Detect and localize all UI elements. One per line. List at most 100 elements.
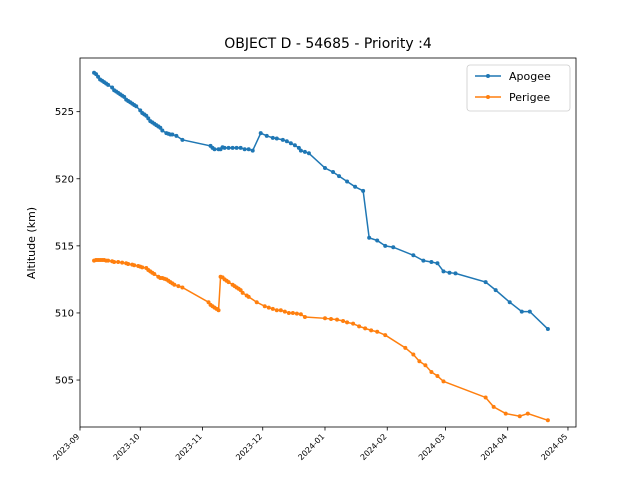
perigee-point [226, 280, 231, 285]
perigee-point [329, 316, 334, 321]
perigee-point [106, 258, 111, 263]
plot-frame [79, 57, 577, 428]
perigee-point [525, 411, 530, 416]
apogee-point [421, 258, 426, 263]
apogee-point [483, 280, 488, 285]
perigee-point [417, 359, 422, 364]
apogee-point [222, 145, 227, 150]
perigee-point [266, 305, 271, 310]
apogee-point [234, 145, 239, 150]
apogee-point [322, 166, 327, 171]
apogee-point [226, 145, 231, 150]
apogee-point [106, 82, 111, 87]
apogee-point [383, 243, 388, 248]
perigee-point [254, 300, 259, 305]
apogee-point [545, 327, 550, 332]
apogee-point [375, 238, 380, 243]
perigee-point [282, 309, 287, 314]
apogee-point [250, 148, 255, 153]
perigee-point [383, 333, 388, 338]
perigee-point [298, 312, 303, 317]
apogee-point [306, 151, 311, 156]
plot-series-group [92, 70, 550, 423]
apogee-point [453, 271, 458, 276]
apogee-point [527, 309, 532, 314]
y-tick-label: 525 [55, 107, 74, 118]
apogee-point [367, 235, 372, 240]
apogee-point [274, 136, 279, 141]
perigee-point [351, 321, 356, 326]
legend-apogee-label: Apogee [509, 70, 551, 83]
apogee-point [353, 184, 358, 189]
perigee-point [345, 320, 350, 325]
legend: Apogee Perigee [466, 64, 571, 112]
perigee-point [503, 411, 508, 416]
apogee-point [258, 131, 263, 136]
apogee-point [284, 139, 289, 144]
apogee-point [361, 188, 366, 193]
apogee-point [298, 148, 303, 153]
perigee-point [517, 414, 522, 419]
perigee-point [441, 379, 446, 384]
perigee-point [435, 374, 440, 379]
perigee-point [302, 314, 307, 319]
y-axis-ticks: 505 510 515 520 525 [55, 107, 80, 387]
perigee-point [545, 418, 550, 423]
perigee-point [423, 363, 428, 368]
y-tick-label: 510 [55, 308, 74, 319]
perigee-point [286, 310, 291, 315]
apogee-point [242, 147, 247, 152]
perigee-point [172, 282, 177, 287]
apogee-point [280, 137, 285, 142]
perigee-point [262, 304, 267, 309]
perigee-point [341, 319, 346, 323]
perigee-point [112, 259, 117, 264]
perigee-point [357, 324, 362, 329]
perigee-point [411, 352, 416, 357]
apogee-point [180, 137, 185, 142]
perigee-point [152, 272, 157, 277]
apogee-point [447, 270, 452, 275]
apogee-point [507, 300, 512, 305]
apogee-point [270, 135, 275, 140]
legend-apogee-marker [486, 74, 490, 78]
perigee-point [270, 306, 275, 311]
y-axis-label: Altitude (km) [25, 207, 38, 279]
perigee-point [335, 317, 340, 322]
apogee-point [238, 145, 243, 150]
legend-perigee-label: Perigee [509, 91, 550, 104]
apogee-point [264, 133, 269, 138]
chart-title: OBJECT D - 54685 - Priority :4 [224, 36, 432, 52]
perigee-point [483, 395, 488, 400]
apogee-point [302, 149, 307, 154]
perigee-point [491, 404, 496, 409]
apogee-point [411, 253, 416, 258]
perigee-point [116, 259, 121, 264]
perigee-point [363, 326, 368, 331]
apogee-point [246, 147, 251, 152]
perigee-point [180, 285, 185, 290]
apogee-point [435, 261, 440, 266]
y-tick-label: 515 [55, 241, 74, 252]
perigee-point [120, 260, 125, 265]
apogee-point [391, 245, 396, 250]
perigee-point [322, 316, 327, 321]
perigee-point [132, 263, 137, 268]
apogee-point [441, 269, 446, 274]
apogee-point [345, 179, 350, 184]
perigee-point [274, 308, 279, 313]
apogee-point [212, 147, 217, 152]
apogee-point [292, 143, 297, 148]
y-tick-label: 520 [55, 174, 74, 185]
apogee-point [493, 288, 498, 293]
y-tick-label: 505 [55, 376, 74, 387]
apogee-point [170, 132, 175, 137]
apogee-point [288, 141, 293, 146]
perigee-point [246, 294, 251, 299]
apogee-point [160, 128, 165, 133]
apogee-point [331, 170, 336, 175]
apogee-point [429, 259, 434, 264]
perigee-point [429, 369, 434, 374]
perigee-point [290, 310, 295, 315]
